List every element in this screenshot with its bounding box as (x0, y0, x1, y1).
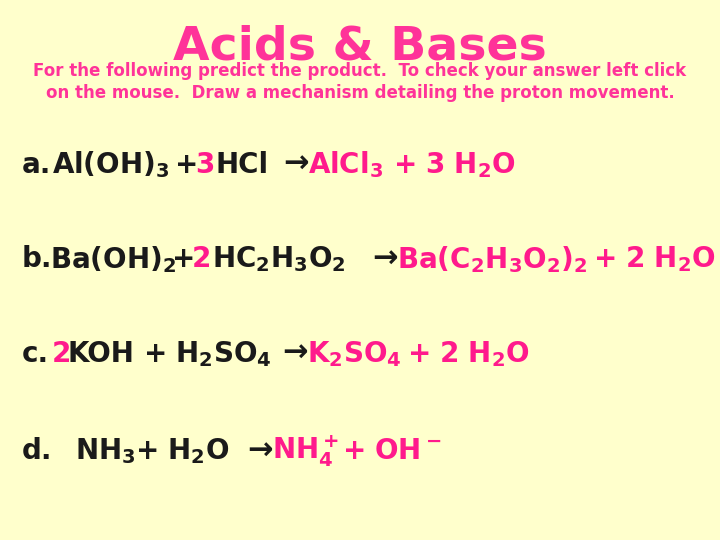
Text: $\bf{NH_3}$: $\bf{NH_3}$ (75, 436, 136, 466)
Text: $\bf{HC_2H_3O_2}$: $\bf{HC_2H_3O_2}$ (212, 244, 346, 274)
Text: $\bf{Al(OH)_3}$: $\bf{Al(OH)_3}$ (52, 149, 169, 180)
Text: 2: 2 (192, 245, 212, 273)
Text: →: → (372, 245, 397, 274)
Text: HCl: HCl (215, 151, 268, 179)
Text: →: → (247, 436, 272, 465)
Text: $\bf{Ba(C_2H_3O_2)_2}$: $\bf{Ba(C_2H_3O_2)_2}$ (397, 244, 588, 275)
Text: c.: c. (22, 340, 49, 368)
Text: $\bf{+\ 3\ H_2O}$: $\bf{+\ 3\ H_2O}$ (393, 150, 516, 180)
Text: $\bf{+\ H_2O}$: $\bf{+\ H_2O}$ (135, 436, 229, 466)
Text: $\bf{NH_4^+}$: $\bf{NH_4^+}$ (272, 433, 339, 469)
Text: KOH: KOH (68, 340, 135, 368)
Text: $\bf{K_2SO_4}$: $\bf{K_2SO_4}$ (307, 339, 402, 369)
Text: 3: 3 (195, 151, 215, 179)
Text: $\bf{+\ OH^-}$: $\bf{+\ OH^-}$ (342, 437, 441, 465)
Text: b.: b. (22, 245, 53, 273)
Text: a.: a. (22, 151, 51, 179)
Text: on the mouse.  Draw a mechanism detailing the proton movement.: on the mouse. Draw a mechanism detailing… (45, 84, 675, 102)
Text: +: + (175, 151, 199, 179)
Text: 2: 2 (52, 340, 71, 368)
Text: $\bf{+\ 2\ H_2O}$: $\bf{+\ 2\ H_2O}$ (407, 339, 529, 369)
Text: $\bf{AlCl_3}$: $\bf{AlCl_3}$ (308, 149, 383, 180)
Text: +: + (172, 245, 195, 273)
Text: d.: d. (22, 437, 53, 465)
Text: $\bf{+\ 2\ H_2O}$: $\bf{+\ 2\ H_2O}$ (593, 244, 716, 274)
Text: $\bf{Ba(OH)_2}$: $\bf{Ba(OH)_2}$ (50, 244, 176, 275)
Text: For the following predict the product.  To check your answer left click: For the following predict the product. T… (33, 62, 687, 80)
Text: →: → (283, 150, 308, 179)
Text: $\bf{+\ H_2SO_4}$: $\bf{+\ H_2SO_4}$ (143, 339, 271, 369)
Text: →: → (282, 339, 307, 368)
Text: Acids & Bases: Acids & Bases (173, 24, 547, 69)
